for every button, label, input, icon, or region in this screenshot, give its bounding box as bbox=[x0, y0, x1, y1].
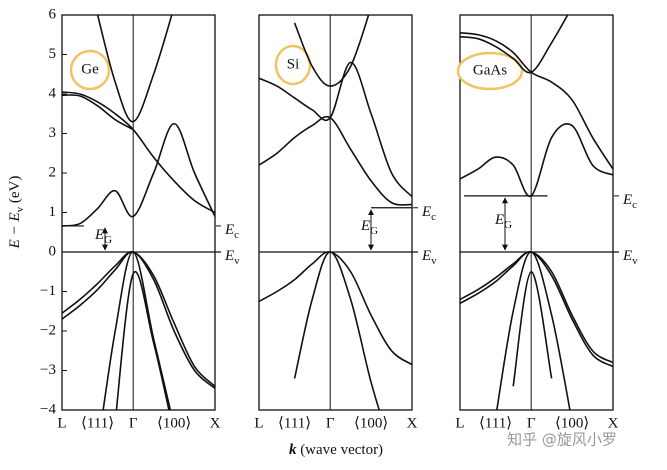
band bbox=[460, 15, 569, 74]
band bbox=[496, 251, 571, 410]
x-tick-label: ⟨111⟩ bbox=[479, 415, 512, 431]
band bbox=[460, 251, 613, 364]
title-highlight bbox=[456, 51, 524, 91]
eg-label-sub: G bbox=[504, 218, 512, 230]
band bbox=[96, 15, 173, 123]
band bbox=[62, 91, 215, 214]
ec-label-sub: c bbox=[632, 198, 637, 210]
eg-label-sub: G bbox=[370, 224, 378, 236]
x-tick-label: L bbox=[455, 415, 464, 431]
eg-label-main: E bbox=[360, 218, 370, 234]
eg-label: EG bbox=[94, 227, 112, 245]
x-tick-label: ⟨111⟩ bbox=[278, 415, 311, 431]
y-tick-label: 0 bbox=[49, 243, 57, 259]
ec-label-sub: c bbox=[431, 210, 436, 222]
x-tick-label: Γ bbox=[129, 415, 138, 431]
band bbox=[293, 15, 370, 87]
x-label-rest: (wave vector) bbox=[296, 442, 383, 458]
x-tick-label: ⟨100⟩ bbox=[157, 415, 191, 431]
panel-title: Si bbox=[287, 56, 300, 72]
title-highlight bbox=[274, 44, 312, 86]
x-tick-label: ⟨100⟩ bbox=[354, 415, 388, 431]
eg-label-main: E bbox=[494, 212, 504, 228]
y-tick-label: 3 bbox=[49, 125, 57, 141]
y-tick-label: −2 bbox=[40, 322, 56, 338]
ev-label: Ev bbox=[224, 248, 240, 266]
y-tick-label: 5 bbox=[49, 46, 57, 62]
ev-label-main: E bbox=[421, 248, 431, 264]
band bbox=[62, 251, 215, 389]
y-tick-label: −3 bbox=[40, 362, 56, 378]
band bbox=[512, 270, 553, 387]
eg-label-main: E bbox=[94, 227, 104, 243]
y-tick-label: 6 bbox=[49, 6, 57, 22]
ec-label-main: E bbox=[622, 192, 632, 208]
ev-label-sub: v bbox=[632, 255, 638, 267]
y-tick-label: −4 bbox=[40, 401, 56, 417]
band bbox=[259, 61, 412, 198]
ec-label: Ec bbox=[224, 222, 239, 240]
title-highlight bbox=[69, 49, 111, 91]
eg-label-sub: G bbox=[104, 233, 112, 245]
x-tick-label: L bbox=[57, 415, 66, 431]
watermark: 知乎 @旋风小罗 bbox=[507, 431, 617, 449]
ev-label-main: E bbox=[622, 248, 632, 264]
ev-label-sub: v bbox=[431, 255, 437, 267]
panel-frame bbox=[258, 14, 413, 411]
y-label-unit: (eV) bbox=[7, 176, 23, 207]
band bbox=[102, 251, 172, 410]
x-tick-label: Γ bbox=[326, 415, 335, 431]
ec-label-main: E bbox=[224, 222, 234, 238]
x-label-k: k bbox=[289, 442, 297, 458]
ev-label: Ev bbox=[622, 248, 638, 266]
x-tick-label: X bbox=[407, 415, 418, 431]
x-tick-label: X bbox=[210, 415, 221, 431]
band bbox=[115, 270, 170, 410]
ev-label: Ev bbox=[421, 248, 437, 266]
band bbox=[259, 115, 412, 206]
ev-label-main: E bbox=[224, 248, 234, 264]
band bbox=[259, 251, 412, 366]
ec-label-sub: c bbox=[234, 228, 239, 240]
y-tick-label: 2 bbox=[49, 164, 57, 180]
panel-frame bbox=[459, 14, 614, 411]
y-label-sub: v bbox=[14, 206, 26, 212]
x-tick-label: L bbox=[254, 415, 263, 431]
ec-label-main: E bbox=[421, 204, 431, 220]
y-axis-label: E − Ev (eV) bbox=[7, 176, 25, 250]
x-tick-label: ⟨111⟩ bbox=[81, 415, 114, 431]
panel-title: Ge bbox=[81, 61, 99, 77]
eg-label: EG bbox=[360, 218, 378, 236]
x-axis-label: k (wave vector) bbox=[289, 442, 383, 458]
band bbox=[62, 122, 215, 227]
x-tick-label: Γ bbox=[527, 415, 536, 431]
eg-label: EG bbox=[494, 212, 512, 230]
band bbox=[460, 251, 613, 368]
ev-label-sub: v bbox=[234, 255, 240, 267]
x-tick-label: ⟨100⟩ bbox=[555, 415, 589, 431]
y-label-main: E − E bbox=[7, 212, 23, 249]
y-tick-label: 1 bbox=[49, 204, 57, 220]
panel-title: GaAs bbox=[473, 62, 507, 78]
x-tick-label: X bbox=[608, 415, 619, 431]
y-tick-label: 4 bbox=[49, 85, 57, 101]
band bbox=[460, 123, 613, 197]
band bbox=[293, 251, 380, 410]
band bbox=[62, 94, 134, 131]
ec-label: Ec bbox=[622, 192, 637, 210]
ec-label: Ec bbox=[421, 204, 436, 222]
y-tick-label: −1 bbox=[40, 283, 56, 299]
